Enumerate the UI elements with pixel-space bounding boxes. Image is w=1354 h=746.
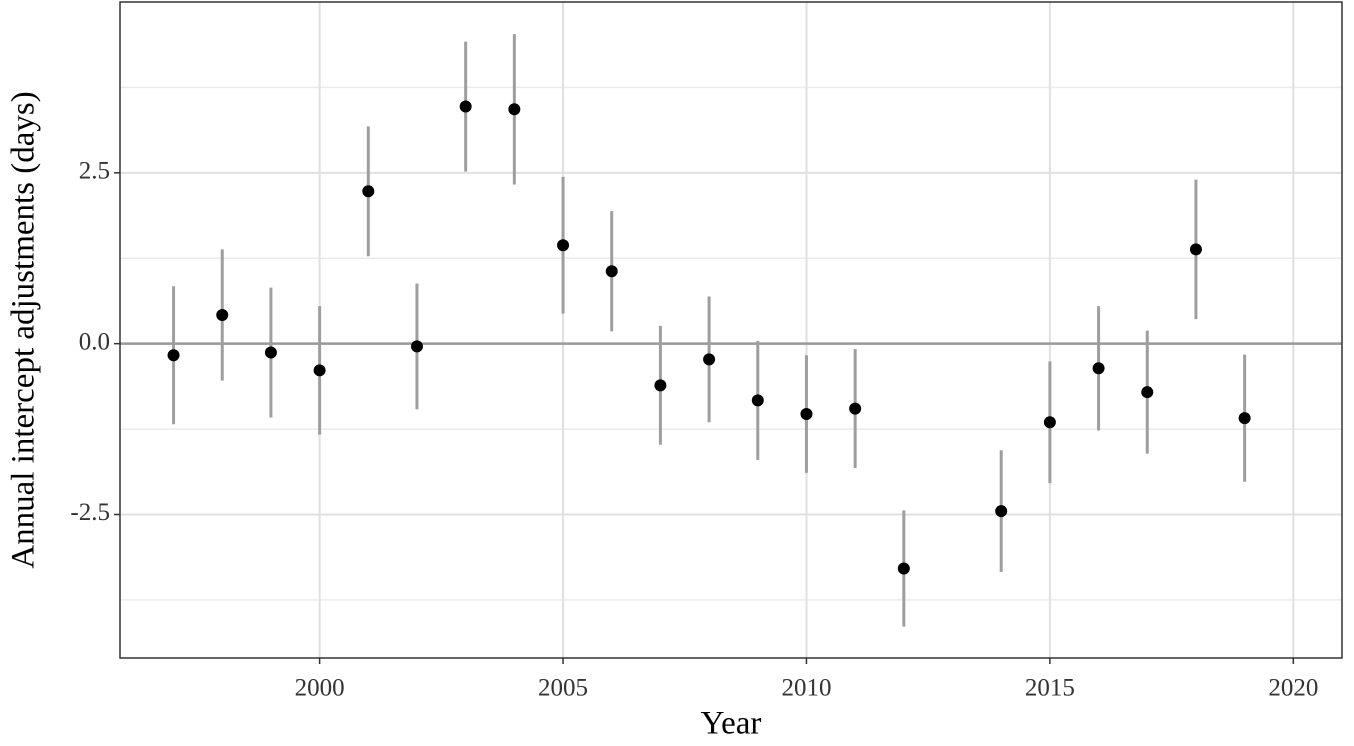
x-tick-label: 2020 — [1268, 675, 1318, 702]
point — [264, 346, 277, 359]
point — [216, 308, 229, 321]
x-tick-label: 2005 — [538, 675, 588, 702]
point — [1043, 416, 1056, 429]
point — [508, 103, 521, 116]
point — [1189, 243, 1202, 256]
point — [1141, 386, 1154, 399]
point — [800, 408, 813, 421]
y-tick-label: -2.5 — [70, 499, 110, 526]
x-tick-label: 2000 — [295, 675, 345, 702]
marks — [167, 34, 1251, 627]
x-tick-label: 2015 — [1025, 675, 1075, 702]
grid — [120, 2, 1342, 658]
point — [654, 379, 667, 392]
point — [849, 402, 862, 415]
point — [1092, 362, 1105, 375]
x-axis-title: Year — [701, 706, 762, 742]
point — [557, 239, 570, 252]
point — [362, 185, 375, 198]
point — [410, 340, 423, 353]
point — [605, 265, 618, 278]
point — [995, 505, 1008, 518]
point — [313, 364, 326, 377]
point — [459, 100, 472, 113]
plot-frame — [119, 1, 1343, 659]
y-axis-title: Annual intercept adjustments (days) — [6, 91, 42, 568]
point — [703, 353, 716, 366]
point — [751, 394, 764, 407]
point — [167, 349, 180, 362]
x-tick-label: 2010 — [781, 675, 831, 702]
point — [1238, 412, 1251, 425]
point — [897, 562, 910, 575]
y-tick-label: 0.0 — [79, 328, 110, 355]
y-tick-label: 2.5 — [79, 158, 110, 185]
